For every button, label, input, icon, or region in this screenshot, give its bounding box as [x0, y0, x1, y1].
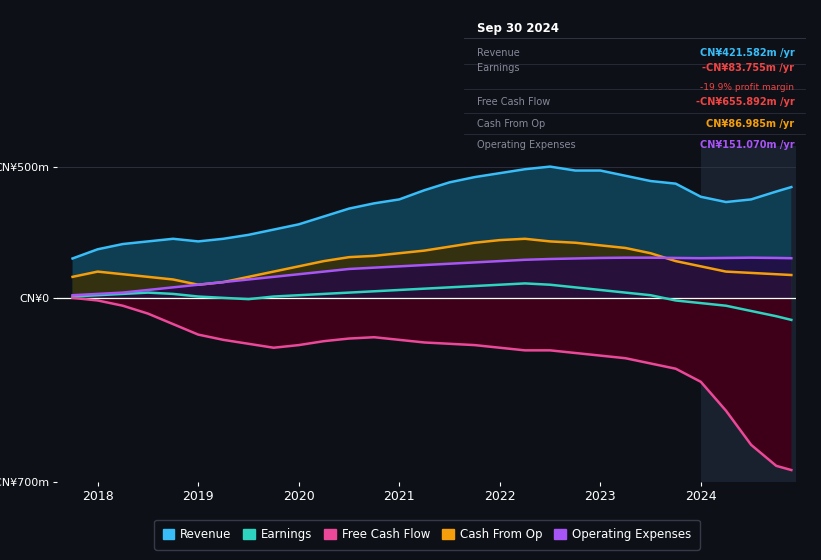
Text: -CN¥655.892m /yr: -CN¥655.892m /yr: [695, 97, 795, 108]
Text: CN¥86.985m /yr: CN¥86.985m /yr: [706, 119, 795, 129]
Text: -19.9% profit margin: -19.9% profit margin: [700, 83, 795, 92]
Text: CN¥151.070m /yr: CN¥151.070m /yr: [699, 140, 795, 150]
Text: Free Cash Flow: Free Cash Flow: [478, 97, 551, 108]
Text: Cash From Op: Cash From Op: [478, 119, 546, 129]
Bar: [701, 146, 816, 482]
Text: Earnings: Earnings: [478, 63, 520, 73]
Text: Revenue: Revenue: [478, 49, 521, 58]
Text: Sep 30 2024: Sep 30 2024: [478, 22, 559, 35]
Text: Operating Expenses: Operating Expenses: [478, 140, 576, 150]
Legend: Revenue, Earnings, Free Cash Flow, Cash From Op, Operating Expenses: Revenue, Earnings, Free Cash Flow, Cash …: [154, 520, 699, 549]
Text: -CN¥83.755m /yr: -CN¥83.755m /yr: [702, 63, 795, 73]
Text: CN¥421.582m /yr: CN¥421.582m /yr: [699, 49, 795, 58]
